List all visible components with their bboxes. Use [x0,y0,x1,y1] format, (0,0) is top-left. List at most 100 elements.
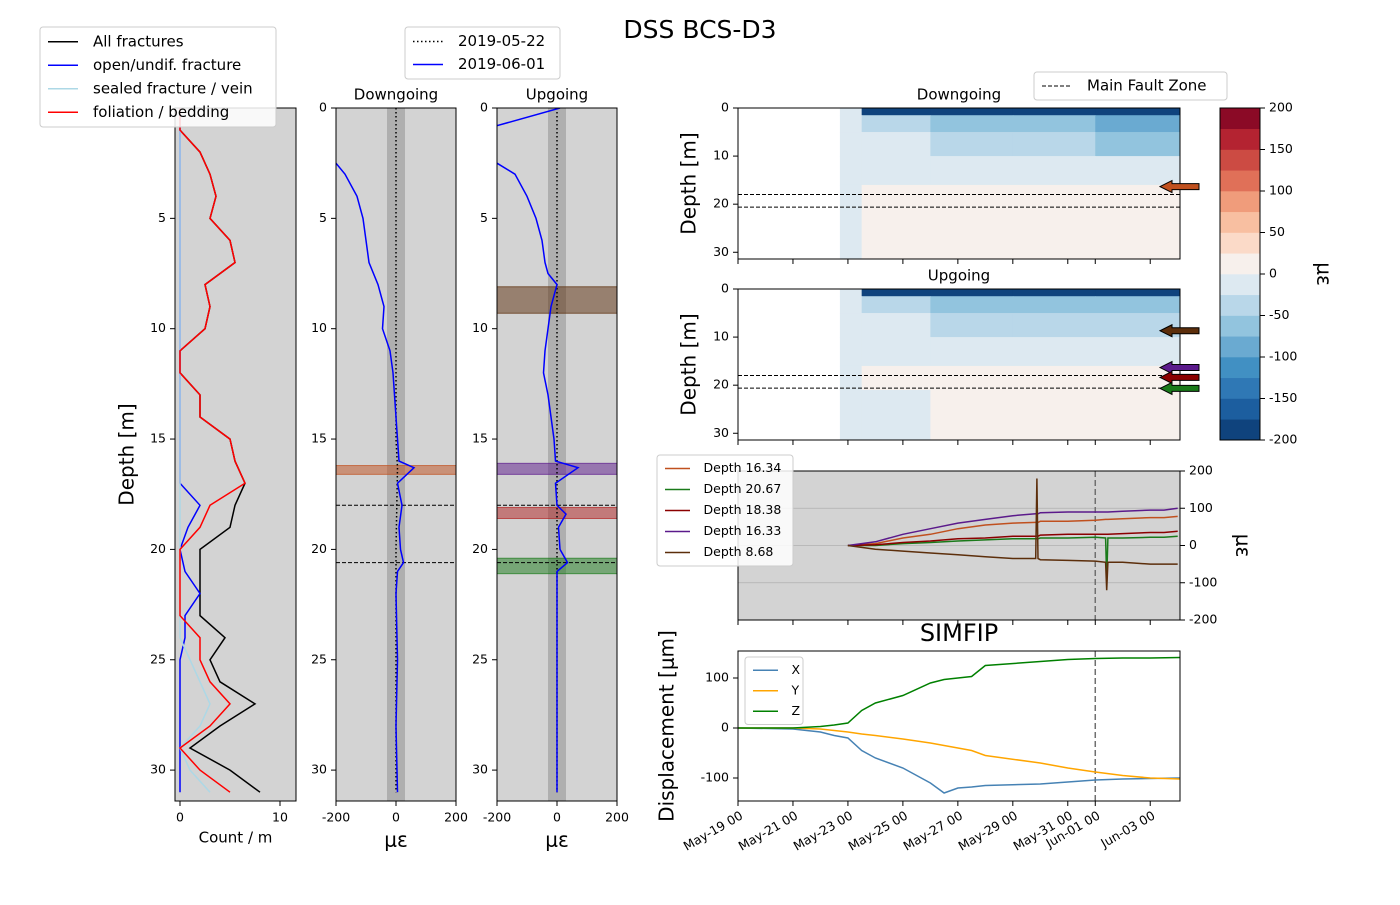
x-tick-label: 0 [553,810,561,825]
heatmap-cell [1012,296,1096,314]
colorbar-tick-label: -100 [1269,349,1297,364]
x-tick-label: 0 [176,810,184,825]
y-tick-label: 0 [319,100,327,115]
heatmap-cell [861,208,931,260]
y-tick-label: 25 [472,651,488,666]
legend-label: Main Fault Zone [1087,77,1207,95]
heatmap-cell [1095,132,1181,157]
heatmap-cell [839,289,863,297]
heatmap-cell [1012,208,1096,260]
x-tick-label: -200 [483,810,511,825]
y-tick-label: 15 [311,431,327,446]
heatmap-cell [1012,289,1096,297]
x-axis-label: με [384,828,408,852]
profile-line [179,108,211,793]
y-tick-label: 20 [713,196,729,211]
y-axis-label: Displacement [μm] [655,630,679,822]
legend-label: All fractures [93,32,184,50]
colorbar-tick-label: -150 [1269,390,1297,405]
y-tick-label: 10 [713,329,729,344]
y-tick-label: 0 [721,720,729,735]
y-tick-label: 10 [472,320,488,335]
y-axis-label: Depth [m] [677,132,701,234]
heatmap-cell [861,108,931,116]
heatmap-cell [861,289,931,297]
y-tick-label: 20 [713,377,729,392]
heatmap-cell [930,156,1014,186]
heatmap-cell [930,313,1014,338]
y-axis-label: με [1232,534,1256,558]
x-tick-label: 200 [605,810,629,825]
x-tick-label: May-21 00 [736,808,801,854]
heatmap-cell [861,115,931,133]
heatmap-cell [839,132,863,157]
heatmap-cell [930,184,1014,210]
panel-title: Downgoing [917,86,1001,104]
heatmap-cell [930,296,1014,314]
panel-title: Downgoing [354,86,438,104]
colorbar-bin [1220,377,1260,399]
colorbar-tick-label: 100 [1269,183,1293,198]
depth-arrow [1158,381,1200,396]
legend-label: 2019-05-22 [458,32,545,50]
heatmap-cell [1095,208,1181,260]
heatmap-cell [861,313,931,338]
colorbar-bin [1220,419,1260,441]
heatmap-cell [1095,337,1181,367]
legend-label: Depth 8.68 [704,544,774,559]
y-axis-label: Depth [m] [115,403,139,505]
legend-label: Depth 16.34 [704,460,782,475]
colorbar-bin [1220,170,1260,192]
y-tick-label: 30 [472,762,488,777]
colorbar-label: με [1313,262,1337,286]
heatmap-cell [839,115,863,133]
legend-label: Y [791,682,800,697]
x-tick-label: May-25 00 [846,808,911,854]
x-tick-label: 10 [272,810,288,825]
x-tick-label: May-27 00 [901,808,966,854]
colorbar-tick-label: 50 [1269,224,1285,239]
heatmap-cell [1095,389,1181,441]
legend-box [1033,71,1228,101]
legend-label: Depth 18.38 [704,502,782,517]
colorbar-bin [1220,336,1260,358]
depth-arrow [1158,323,1200,338]
panel-title: Upgoing [928,267,990,285]
colorbar-tick-label: -200 [1269,432,1297,447]
y-tick-label: 100 [705,670,729,685]
colorbar-bin [1220,232,1260,254]
y-tick-label: 200 [1189,463,1213,478]
legend-box [656,454,794,567]
heatmap-cell [861,156,931,186]
y-tick-label: 20 [150,541,166,556]
legend-label: sealed fracture / vein [93,79,253,97]
y-tick-label: 20 [472,541,488,556]
heatmap-cell [930,389,1014,441]
y-tick-label: -200 [1189,612,1217,627]
heatmap-cell [1095,156,1181,186]
y-tick-label: 0 [721,100,729,115]
heatmap-cell [839,156,863,186]
x-tick-label: May-29 00 [955,808,1020,854]
colorbar-tick-label: 200 [1269,100,1293,115]
depth-band [335,465,457,475]
profile-line [178,108,246,793]
series-line [738,727,1180,780]
heatmap-cell [1012,313,1096,338]
heatmap-cell [1012,389,1096,441]
x-axis-label: Count / m [199,829,273,847]
legend-label: Z [792,703,801,718]
heatmap-cell [839,208,863,260]
y-tick-label: 0 [480,100,488,115]
y-tick-label: 5 [480,210,488,225]
y-tick-label: 10 [311,320,327,335]
colorbar-bin [1220,274,1260,296]
y-tick-label: 0 [721,281,729,296]
profile-line [336,162,416,793]
y-tick-label: 10 [150,320,166,335]
colorbar-bin [1220,315,1260,337]
series-line [847,535,1178,580]
y-tick-label: 25 [150,651,166,666]
heatmap-cell [839,389,863,441]
colorbar-bin [1220,357,1260,379]
